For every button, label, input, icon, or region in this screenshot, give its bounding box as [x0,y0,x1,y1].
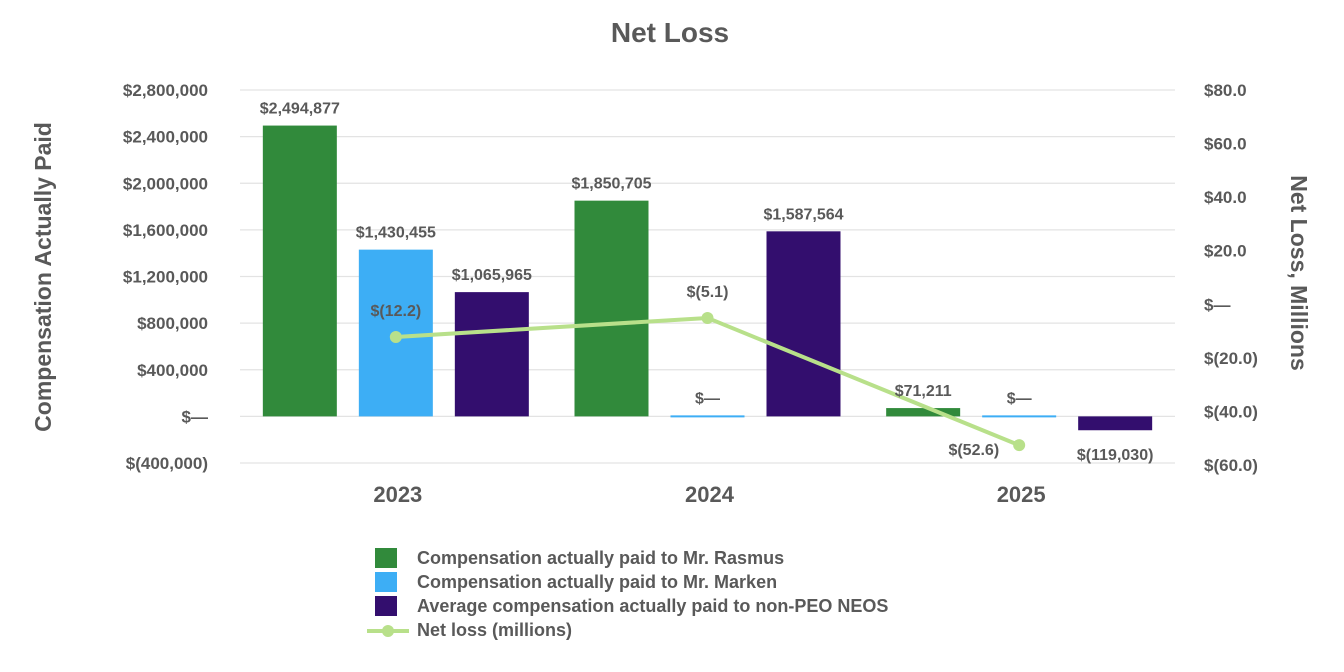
legend-swatch-net-loss [367,620,409,640]
left-axis-ticks: $2,800,000 $2,400,000 $2,000,000 $1,600,000… [123,81,208,473]
bar [886,408,961,417]
net-loss-data-label: $(52.6) [948,442,999,459]
legend-item-neos: Average compensation actually paid to no… [375,594,888,618]
bar-data-label: $1,850,705 [571,176,651,193]
right-tick-label: $(20.0) [1204,349,1258,368]
net-loss-data-label: $(12.2) [370,303,421,320]
right-axis-ticks: $80.0 $60.0 $40.0 $20.0 $— $(20.0) $(40.0) $(60… [1204,81,1258,475]
right-tick-label: $40.0 [1204,188,1247,207]
category-labels: 2023 2024 2025 [373,482,1045,507]
legend: Compensation actually paid to Mr. Rasmus… [367,546,888,642]
left-tick-label: $— [182,407,208,426]
net-loss-point [701,311,714,324]
left-tick-label: $400,000 [137,361,208,380]
bars [262,125,1153,431]
right-tick-label: $20.0 [1204,242,1247,261]
bar-data-label: $1,587,564 [763,206,843,223]
legend-item-rasmus: Compensation actually paid to Mr. Rasmus [375,546,888,570]
bar-data-label: $— [695,390,720,407]
legend-swatch-neos [375,596,397,616]
left-axis-title: Compensation Actually Paid [30,122,56,432]
legend-item-net-loss: Net loss (millions) [367,618,888,642]
bar [982,415,1057,418]
left-tick-label: $800,000 [137,314,208,333]
right-tick-label: $— [1204,295,1230,314]
net-loss-point [1013,439,1026,452]
bar [262,125,337,417]
bar-data-label: $1,430,455 [356,225,436,242]
bar-data-label: $— [1007,390,1032,407]
data-labels: $2,494,877 $1,430,455 $1,065,965 $1,850,705… [260,101,1154,465]
legend-label-rasmus: Compensation actually paid to Mr. Rasmus [417,547,785,568]
category-label: 2023 [373,482,422,507]
right-tick-label: $80.0 [1204,81,1247,100]
bar [766,231,841,417]
bar-data-label: $1,065,965 [452,267,532,284]
bar-data-label: $(119,030) [1077,447,1154,464]
left-tick-label: $(400,000) [126,454,208,473]
right-tick-label: $60.0 [1204,135,1247,154]
left-tick-label: $1,200,000 [123,268,208,287]
bar [574,200,649,417]
bar [1078,416,1153,431]
net-loss-line [389,311,1026,452]
net-loss-data-label: $(5.1) [687,284,729,301]
bar [454,292,529,417]
category-label: 2025 [997,482,1046,507]
left-tick-label: $2,400,000 [123,128,208,147]
right-tick-label: $(60.0) [1204,456,1258,475]
chart-title: Net Loss [611,17,729,48]
legend-label-net-loss: Net loss (millions) [417,619,573,640]
bar-data-label: $71,211 [895,383,952,400]
legend-swatch-marken [375,572,397,592]
bar [670,415,745,418]
right-axis-title: Net Loss, Millions [1286,175,1312,371]
bar-data-label: $2,494,877 [260,101,340,118]
legend-swatch-rasmus [375,548,397,568]
category-label: 2024 [685,482,735,507]
left-tick-label: $2,000,000 [123,174,208,193]
net-loss-point [389,330,402,343]
left-tick-label: $1,600,000 [123,221,208,240]
left-tick-label: $2,800,000 [123,81,208,100]
legend-label-neos: Average compensation actually paid to no… [417,595,889,616]
right-tick-label: $(40.0) [1204,402,1258,421]
legend-label-marken: Compensation actually paid to Mr. Marken [417,571,778,592]
legend-item-marken: Compensation actually paid to Mr. Marken [375,570,888,594]
